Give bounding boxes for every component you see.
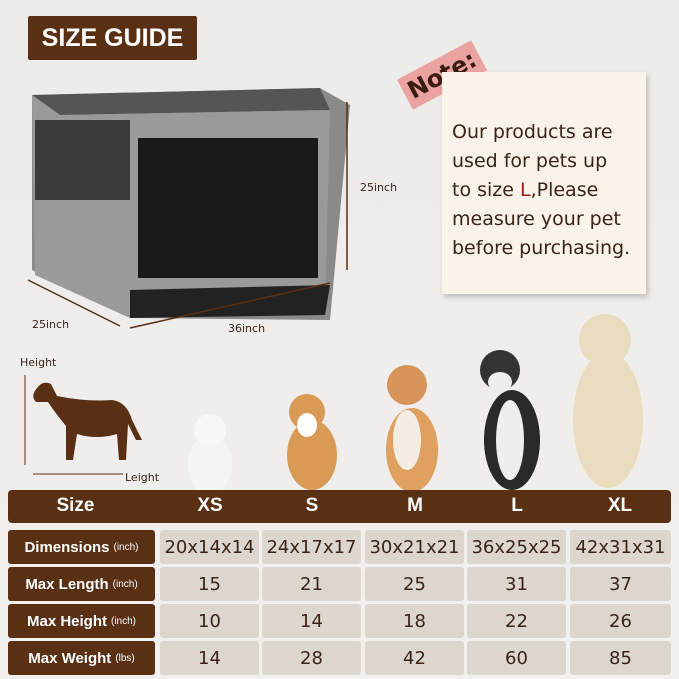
note-line: before purchasing. bbox=[452, 237, 631, 259]
size-s: S bbox=[305, 495, 319, 516]
size-xs: XS bbox=[197, 495, 223, 516]
dimensions-l: 36x25x25 bbox=[467, 530, 566, 564]
note-line: Our products are bbox=[452, 121, 613, 143]
row-label-text: Max Length bbox=[25, 575, 109, 593]
max-height-xs: 10 bbox=[160, 604, 259, 638]
dimensions-xl: 42x31x31 bbox=[570, 530, 671, 564]
size-l: L bbox=[511, 495, 523, 516]
size-header-row: Size XS S M L XL bbox=[8, 490, 671, 523]
row-label-text: Max Weight bbox=[28, 649, 112, 667]
note-line: to size L,Please bbox=[452, 179, 599, 201]
row-label-text: Max Height bbox=[26, 612, 107, 630]
max-length-xl: 37 bbox=[570, 567, 671, 601]
max-length-xs: 15 bbox=[160, 567, 259, 601]
crate-image bbox=[27, 88, 350, 329]
size-m: M bbox=[407, 495, 423, 516]
max-length-m: 25 bbox=[365, 567, 464, 601]
dimensions-xs: 20x14x14 bbox=[160, 530, 259, 564]
diagram-length-label: Leight bbox=[125, 471, 160, 484]
note-line: used for pets up bbox=[452, 150, 608, 172]
note-line: measure your pet bbox=[452, 208, 621, 230]
max-weight-l: 60 bbox=[467, 641, 566, 675]
crate-depth-label: 25inch bbox=[32, 318, 70, 331]
size-header-label: Size bbox=[56, 495, 95, 516]
diagram-height-label: Height bbox=[20, 356, 57, 369]
max-weight-s: 28 bbox=[262, 641, 361, 675]
row-unit: (lbs) bbox=[115, 652, 135, 664]
size-xl: XL bbox=[607, 495, 633, 516]
row-label-max-height: Max Height (inch) bbox=[8, 604, 155, 638]
max-weight-m: 42 bbox=[365, 641, 464, 675]
size-guide-title: SIZE GUIDE bbox=[28, 16, 197, 60]
crate-height-label: 25inch bbox=[360, 181, 398, 194]
row-unit: (inch) bbox=[112, 578, 138, 590]
dog-silhouette-icon bbox=[24, 375, 142, 475]
dimensions-s: 24x17x17 bbox=[262, 530, 361, 564]
max-height-xl: 26 bbox=[570, 604, 671, 638]
crate-width-label: 36inch bbox=[228, 322, 266, 335]
row-label-dimensions: Dimensions (inch) bbox=[8, 530, 155, 564]
max-height-s: 14 bbox=[262, 604, 361, 638]
row-label-max-length: Max Length (inch) bbox=[8, 567, 155, 601]
max-length-l: 31 bbox=[467, 567, 566, 601]
note-card: Our products are used for pets up to siz… bbox=[442, 72, 646, 294]
max-weight-xs: 14 bbox=[160, 641, 259, 675]
row-unit: (inch) bbox=[111, 615, 137, 627]
max-height-m: 18 bbox=[365, 604, 464, 638]
dogs-image bbox=[188, 314, 643, 490]
max-length-s: 21 bbox=[262, 567, 361, 601]
row-label-text: Dimensions bbox=[24, 538, 110, 556]
row-label-max-weight: Max Weight (lbs) bbox=[8, 641, 155, 675]
row-unit: (inch) bbox=[113, 541, 139, 553]
max-weight-xl: 85 bbox=[570, 641, 671, 675]
max-height-l: 22 bbox=[467, 604, 566, 638]
dimensions-m: 30x21x21 bbox=[365, 530, 464, 564]
